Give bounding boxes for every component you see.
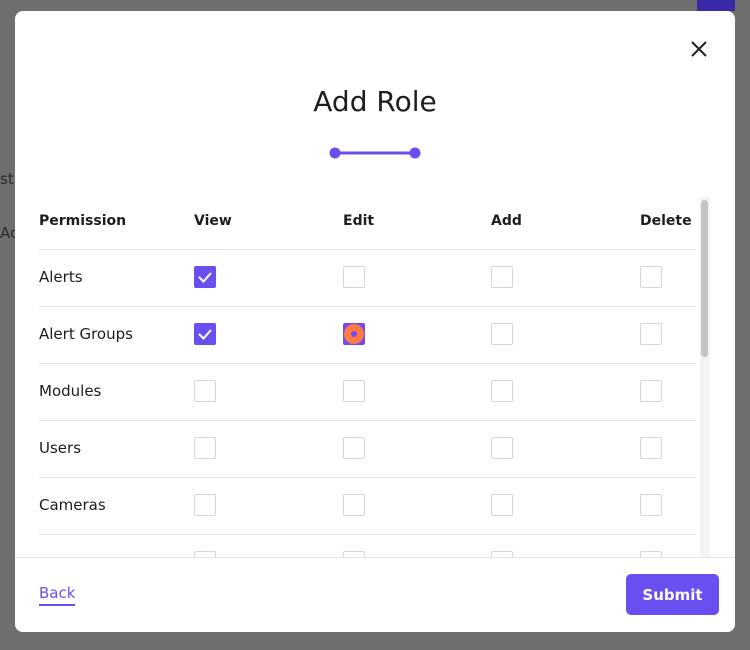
checkbox[interactable] (640, 494, 662, 516)
back-link[interactable]: Back (39, 584, 76, 606)
checkbox[interactable] (343, 494, 365, 516)
row-label: Cameras (39, 496, 106, 514)
close-button[interactable] (689, 39, 709, 59)
row-divider (39, 363, 696, 364)
checkbox[interactable] (194, 323, 216, 345)
row-divider (39, 477, 696, 478)
row-divider (39, 249, 696, 250)
checkbox[interactable] (343, 380, 365, 402)
row-divider (39, 534, 696, 535)
checkbox[interactable] (640, 437, 662, 459)
checkbox[interactable] (491, 494, 513, 516)
column-header: Permission (39, 213, 127, 229)
bg-button (697, 0, 735, 11)
checkbox[interactable] (491, 323, 513, 345)
row-label: Alerts (39, 268, 83, 286)
checkbox[interactable] (194, 494, 216, 516)
modal: Add Role Permission View Edit Add Delete Aler… (15, 11, 735, 632)
checkbox[interactable] (194, 437, 216, 459)
checkbox[interactable] (491, 437, 513, 459)
checkbox[interactable] (343, 266, 365, 288)
checkbox[interactable] (343, 437, 365, 459)
column-header: View (194, 213, 232, 229)
checkbox[interactable] (194, 266, 216, 288)
scrollbar[interactable] (700, 197, 710, 557)
row-label: Users (39, 439, 82, 457)
cursor (344, 324, 364, 344)
background-text: Ac (0, 224, 19, 242)
column-header: Edit (343, 213, 375, 229)
column-header: Delete (640, 213, 692, 229)
stepper (329, 147, 421, 159)
checkbox[interactable] (640, 380, 662, 402)
row-divider (39, 420, 696, 421)
checkbox[interactable] (491, 266, 513, 288)
checkbox[interactable] (640, 266, 662, 288)
scroll-thumb[interactable] (701, 200, 708, 357)
column-header: Add (491, 213, 522, 229)
footer (15, 557, 735, 632)
checkbox[interactable] (194, 380, 216, 402)
row-divider (39, 306, 696, 307)
modal-title: Add Role (313, 85, 437, 118)
checkbox[interactable] (640, 323, 662, 345)
row-label: Modules (39, 382, 102, 400)
checkbox[interactable] (491, 380, 513, 402)
submit-button[interactable]: Submit (626, 574, 719, 615)
row-label: Alert Groups (39, 325, 133, 343)
